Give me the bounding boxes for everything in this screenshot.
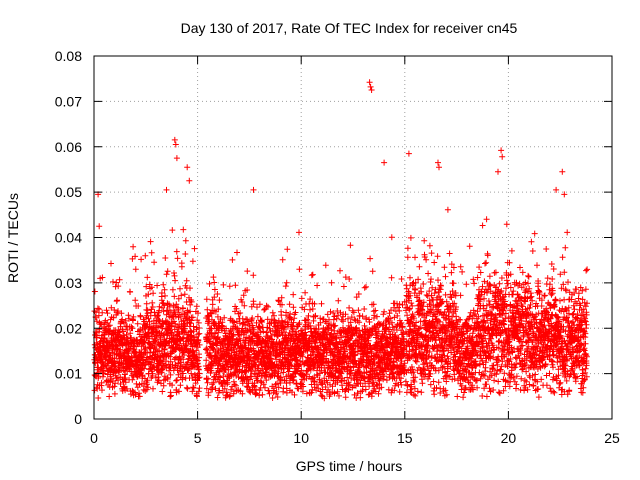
chart-title: Day 130 of 2017, Rate Of TEC Index for r… [181,20,518,36]
grid [94,56,612,419]
x-axis-label: GPS time / hours [296,458,403,474]
x-tick-labels: 0 5 10 15 20 25 [90,430,620,446]
y-tick-labels: 0 0.01 0.02 0.03 0.04 0.05 0.06 0.07 0.08 [55,48,82,427]
x-tick-label: 5 [194,430,202,446]
y-tick-label: 0 [74,411,82,427]
x-tick-label: 20 [501,430,517,446]
y-axis-label: ROTI / TECUs [5,193,21,283]
y-tick-label: 0.06 [55,139,82,155]
x-tick-label: 0 [90,430,98,446]
y-tick-label: 0.08 [55,48,82,64]
data-points [91,79,591,402]
y-tick-label: 0.03 [55,275,82,291]
x-tick-label: 10 [293,430,309,446]
axis-ticks [93,55,613,420]
x-tick-label: 25 [604,430,620,446]
y-tick-label: 0.01 [55,366,82,382]
y-tick-label: 0.02 [55,320,82,336]
roti-plus-markers [91,79,591,402]
x-tick-label: 15 [397,430,413,446]
y-tick-label: 0.05 [55,184,82,200]
y-tick-label: 0.04 [55,230,82,246]
y-tick-label: 0.07 [55,93,82,109]
